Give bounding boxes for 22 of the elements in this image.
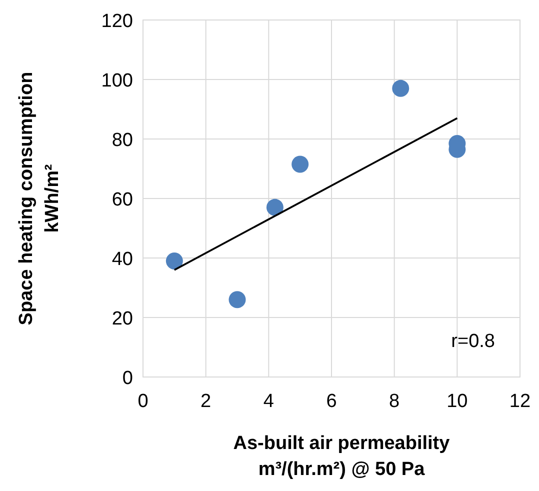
y-tick-label: 60 [112,190,133,210]
x-tick-label: 4 [263,391,274,412]
x-tick-label: 12 [509,391,531,412]
point [228,291,246,308]
x-axis-title: As-built air permeability m³/(hr.m²) @ 50 Pa [233,433,450,480]
x-tick-label: 8 [389,391,400,412]
point [392,80,410,97]
y-tick-label: 80 [112,130,133,151]
y-axis-title: Space heating consumption kWh/m² [16,72,63,326]
point [292,156,309,173]
annotation: r=0.8 [451,331,495,352]
y-tick-label: 40 [112,249,133,270]
x-tick-label: 2 [200,391,212,412]
x-tick-label: 6 [326,391,337,412]
point [166,252,183,270]
y-tick-label: 120 [101,11,133,32]
y-tick-label: 20 [112,308,133,330]
y-tick-label: 0 [122,368,133,389]
x-tick-label: 10 [446,391,468,412]
y-tick-label: 100 [101,70,133,92]
x-tick-label: 0 [138,391,148,412]
point [266,198,284,216]
